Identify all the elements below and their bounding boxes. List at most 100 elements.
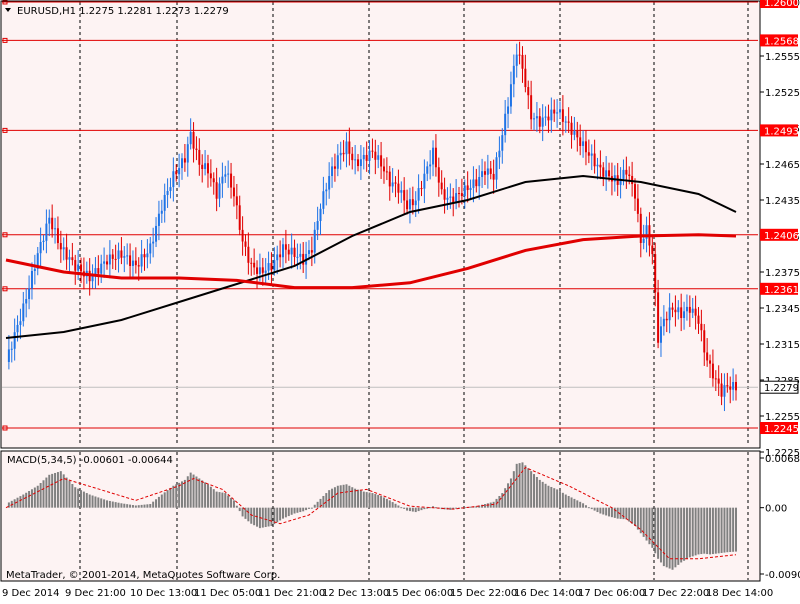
candle-body xyxy=(172,171,175,188)
level-badge-1 xyxy=(760,34,798,47)
candles xyxy=(7,41,737,412)
macd-bar xyxy=(126,504,129,508)
macd-bar xyxy=(429,507,432,509)
candle-body xyxy=(524,68,527,88)
macd-label: MACD(5,34,5) -0.00601 -0.00644 xyxy=(7,455,173,466)
macd-axis: 0.0068 0.00 -0.00908 xyxy=(760,454,800,581)
macd-bar xyxy=(619,507,622,519)
macd-bar xyxy=(362,491,365,508)
candle-body xyxy=(42,240,45,243)
macd-bar xyxy=(400,507,403,509)
candle-body xyxy=(463,185,466,197)
macd-bar xyxy=(131,505,134,508)
candle-body xyxy=(65,247,68,260)
candle-body xyxy=(247,246,250,263)
candle-body xyxy=(30,270,33,289)
candle-body xyxy=(382,166,385,172)
candle-body xyxy=(440,182,443,190)
candle-body xyxy=(230,173,233,188)
dropdown-arrow-icon[interactable] xyxy=(5,8,11,12)
macd-bar xyxy=(80,490,83,508)
macd-bar xyxy=(264,507,267,528)
level-badge-label-3: 1.2406 xyxy=(764,231,799,242)
macd-bar xyxy=(515,463,518,508)
macd-bar xyxy=(305,507,308,511)
macd-bar xyxy=(198,478,201,508)
macd-bar xyxy=(729,507,732,553)
macd-bar xyxy=(120,503,123,508)
macd-bar xyxy=(152,501,155,508)
macd-bar xyxy=(541,481,544,508)
symbol-header[interactable]: EURUSD,H1 1.2275 1.2281 1.2273 1.2279 xyxy=(5,6,229,17)
macd-bar xyxy=(51,473,54,508)
macd-bar xyxy=(59,471,62,508)
candle-body xyxy=(284,244,287,250)
candle-body xyxy=(273,260,276,271)
candle-body xyxy=(449,196,452,198)
candle-body xyxy=(406,200,409,210)
candle-body xyxy=(7,349,10,362)
candle-body xyxy=(36,253,39,269)
candle-body xyxy=(16,324,19,333)
candle-body xyxy=(97,268,100,274)
candle-body xyxy=(48,217,51,224)
x-tick-label: 15 Dec 22:00 xyxy=(450,588,517,599)
macd-bar xyxy=(232,500,235,508)
candle-body xyxy=(235,196,238,206)
macd-bar xyxy=(42,480,45,508)
macd-bar xyxy=(201,480,204,508)
candle-body xyxy=(665,318,668,321)
macd-bar xyxy=(651,507,654,548)
macd-bar xyxy=(65,477,68,508)
macd-bar xyxy=(183,479,186,508)
candle-body xyxy=(458,193,461,195)
candle-body xyxy=(602,167,605,177)
macd-bar xyxy=(397,505,400,508)
macd-bar xyxy=(270,507,273,526)
macd-signal xyxy=(5,466,737,560)
candle-body xyxy=(302,253,305,265)
macd-bar xyxy=(423,507,426,510)
candle-body xyxy=(576,130,579,138)
macd-bar xyxy=(206,484,209,508)
level-badge-0 xyxy=(760,0,798,8)
candle-body xyxy=(619,178,622,185)
candle-body xyxy=(279,254,282,258)
candle-body xyxy=(163,194,166,211)
macd-bar xyxy=(694,507,697,556)
candle-body xyxy=(489,168,492,174)
candle-body xyxy=(547,116,550,121)
macd-bar xyxy=(388,500,391,508)
macd-bar xyxy=(463,507,466,509)
y-tick-label: 1.2315 xyxy=(765,340,800,351)
macd-bar xyxy=(394,503,397,508)
macd-bar xyxy=(700,507,703,555)
candle-body xyxy=(244,241,247,247)
macd-bar xyxy=(584,505,587,508)
macd-bar xyxy=(287,507,290,517)
macd-bar xyxy=(146,504,149,508)
candle-body xyxy=(181,158,184,169)
candle-body xyxy=(227,173,230,175)
horizontal-levels xyxy=(2,0,758,431)
y-tick-label: 1.2375 xyxy=(765,268,800,279)
candle-body xyxy=(538,116,541,127)
macd-bar xyxy=(218,492,221,508)
candle-body xyxy=(579,137,582,146)
macd-bar xyxy=(657,507,660,559)
macd-bar xyxy=(527,468,530,508)
macd-bar xyxy=(310,507,313,509)
candle-body xyxy=(437,167,440,183)
macd-bar xyxy=(576,500,579,508)
candle-body xyxy=(570,122,573,135)
macd-bar xyxy=(504,488,507,508)
candle-body xyxy=(45,223,48,241)
macd-bar xyxy=(680,507,683,563)
candle-body xyxy=(735,382,737,391)
macd-bar xyxy=(714,507,717,554)
candle-body xyxy=(587,152,590,156)
macd-bar xyxy=(723,507,726,553)
macd-bar xyxy=(524,465,527,508)
candle-body xyxy=(691,308,694,313)
candle-body xyxy=(264,270,267,273)
